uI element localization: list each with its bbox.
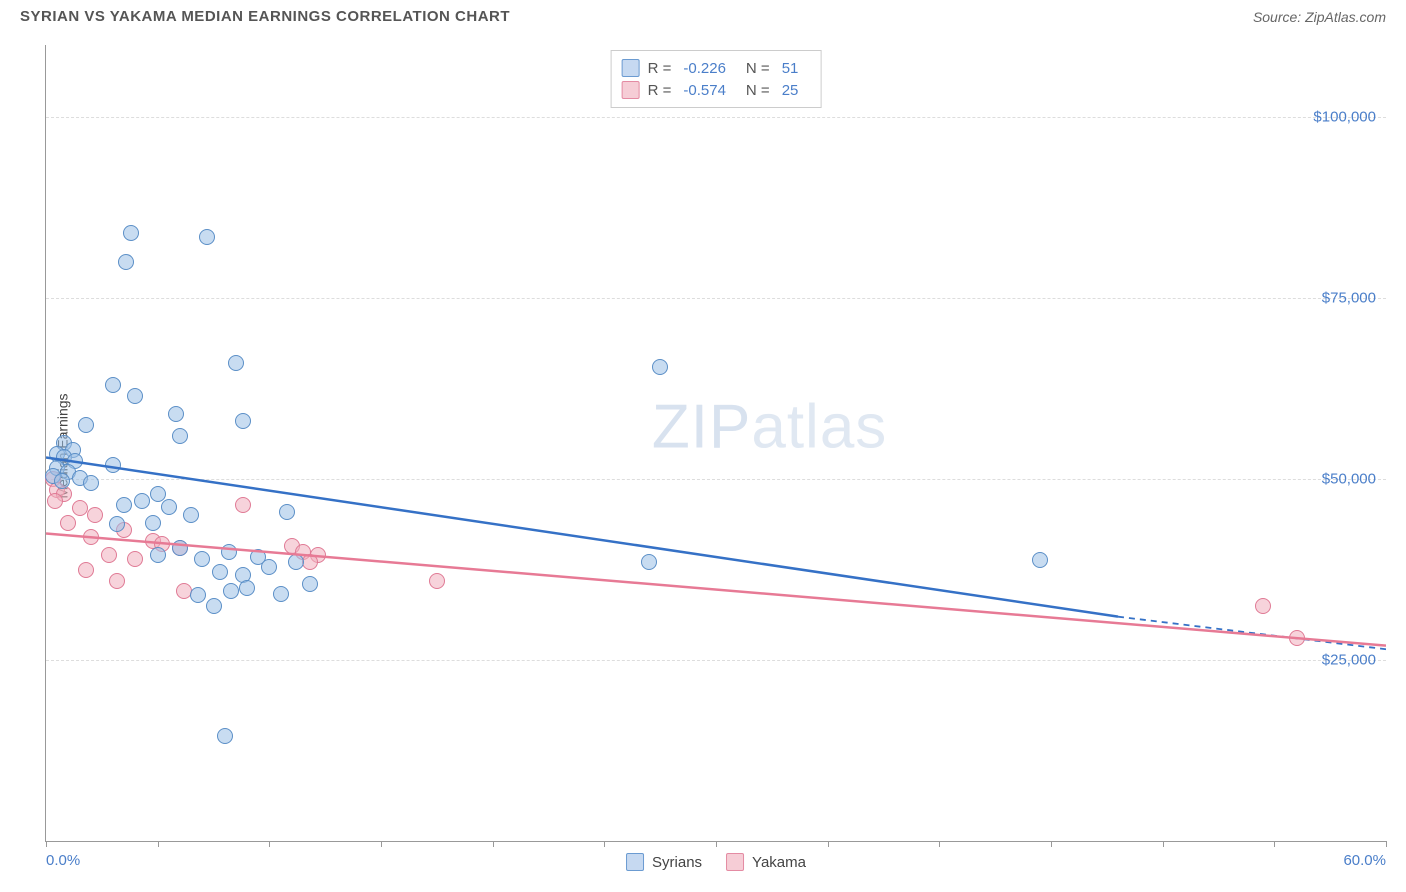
- point-syrians: [134, 493, 150, 509]
- point-syrians: [273, 586, 289, 602]
- y-tick-label: $75,000: [1322, 290, 1376, 307]
- point-yakama: [47, 493, 63, 509]
- gridline-h: [46, 117, 1386, 118]
- point-syrians: [217, 728, 233, 744]
- x-tick: [158, 841, 159, 847]
- x-tick: [1386, 841, 1387, 847]
- point-yakama: [127, 551, 143, 567]
- x-tick: [828, 841, 829, 847]
- x-tick: [604, 841, 605, 847]
- legend-item-syrians: Syrians: [626, 853, 702, 871]
- legend-label-yakama: Yakama: [752, 854, 806, 871]
- x-tick: [381, 841, 382, 847]
- legend-row-yakama: R = -0.574 N = 25: [622, 79, 811, 101]
- x-tick: [46, 841, 47, 847]
- r-label: R =: [648, 60, 672, 77]
- r-value-yakama: -0.574: [683, 82, 726, 99]
- n-value-syrians: 51: [782, 60, 799, 77]
- point-yakama: [83, 529, 99, 545]
- x-tick: [269, 841, 270, 847]
- correlation-legend: R = -0.226 N = 51 R = -0.574 N = 25: [611, 50, 822, 108]
- swatch-blue: [626, 853, 644, 871]
- swatch-pink: [622, 81, 640, 99]
- point-yakama: [78, 562, 94, 578]
- point-syrians: [199, 229, 215, 245]
- x-tick: [1163, 841, 1164, 847]
- point-yakama: [60, 515, 76, 531]
- point-syrians: [261, 559, 277, 575]
- y-tick-label: $50,000: [1322, 471, 1376, 488]
- swatch-pink: [726, 853, 744, 871]
- point-syrians: [127, 388, 143, 404]
- n-label: N =: [746, 60, 770, 77]
- point-syrians: [183, 507, 199, 523]
- point-syrians: [116, 497, 132, 513]
- point-syrians: [223, 583, 239, 599]
- point-syrians: [145, 515, 161, 531]
- point-yakama: [101, 547, 117, 563]
- point-syrians: [105, 377, 121, 393]
- point-syrians: [221, 544, 237, 560]
- r-value-syrians: -0.226: [683, 60, 726, 77]
- gridline-h: [46, 479, 1386, 480]
- chart-plot-area: ZIPatlas R = -0.226 N = 51 R = -0.574 N …: [45, 45, 1386, 842]
- x-axis-max-label: 60.0%: [1343, 852, 1386, 869]
- trend-lines: [46, 45, 1386, 841]
- n-value-yakama: 25: [782, 82, 799, 99]
- point-syrians: [54, 473, 70, 489]
- point-syrians: [172, 540, 188, 556]
- point-syrians: [109, 516, 125, 532]
- point-syrians: [302, 576, 318, 592]
- point-syrians: [206, 598, 222, 614]
- point-syrians: [279, 504, 295, 520]
- point-syrians: [83, 475, 99, 491]
- point-yakama: [72, 500, 88, 516]
- point-syrians: [105, 457, 121, 473]
- point-syrians: [190, 587, 206, 603]
- point-syrians: [212, 564, 228, 580]
- gridline-h: [46, 660, 1386, 661]
- source-attribution: Source: ZipAtlas.com: [1253, 9, 1386, 25]
- point-syrians: [194, 551, 210, 567]
- legend-label-syrians: Syrians: [652, 854, 702, 871]
- y-tick-label: $25,000: [1322, 652, 1376, 669]
- n-label: N =: [746, 82, 770, 99]
- point-yakama: [1255, 598, 1271, 614]
- point-syrians: [118, 254, 134, 270]
- point-syrians: [239, 580, 255, 596]
- swatch-blue: [622, 59, 640, 77]
- point-syrians: [172, 428, 188, 444]
- series-legend: Syrians Yakama: [626, 853, 806, 871]
- chart-title: SYRIAN VS YAKAMA MEDIAN EARNINGS CORRELA…: [20, 8, 510, 25]
- point-syrians: [235, 413, 251, 429]
- point-yakama: [429, 573, 445, 589]
- y-tick-label: $100,000: [1313, 109, 1376, 126]
- x-tick: [716, 841, 717, 847]
- point-yakama: [235, 497, 251, 513]
- point-syrians: [78, 417, 94, 433]
- gridline-h: [46, 298, 1386, 299]
- point-syrians: [123, 225, 139, 241]
- point-yakama: [87, 507, 103, 523]
- point-syrians: [150, 547, 166, 563]
- point-syrians: [288, 554, 304, 570]
- point-syrians: [641, 554, 657, 570]
- x-tick: [939, 841, 940, 847]
- point-syrians: [652, 359, 668, 375]
- x-tick: [1051, 841, 1052, 847]
- x-tick: [1274, 841, 1275, 847]
- point-syrians: [1032, 552, 1048, 568]
- x-axis-min-label: 0.0%: [46, 852, 80, 869]
- point-syrians: [168, 406, 184, 422]
- point-syrians: [161, 499, 177, 515]
- legend-item-yakama: Yakama: [726, 853, 806, 871]
- point-syrians: [228, 355, 244, 371]
- r-label: R =: [648, 82, 672, 99]
- watermark: ZIPatlas: [652, 392, 887, 463]
- legend-row-syrians: R = -0.226 N = 51: [622, 57, 811, 79]
- point-yakama: [1289, 630, 1305, 646]
- point-yakama: [109, 573, 125, 589]
- x-tick: [493, 841, 494, 847]
